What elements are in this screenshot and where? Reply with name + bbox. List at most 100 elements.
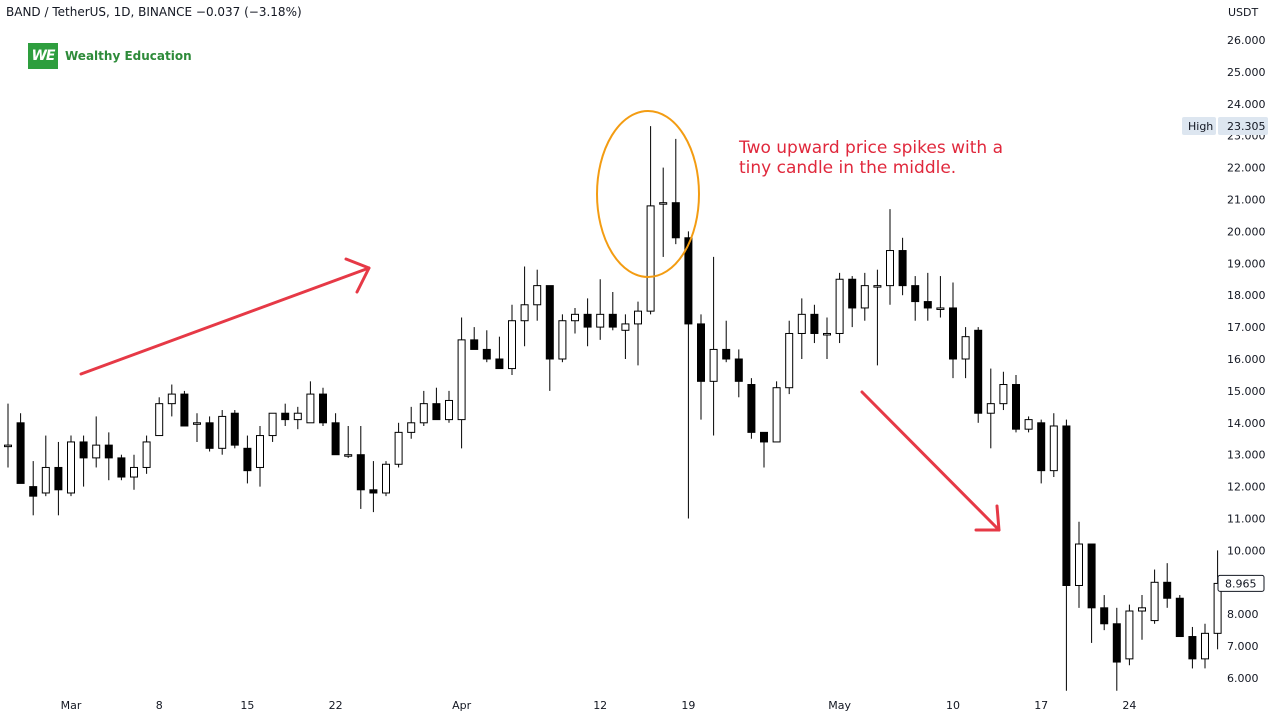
candle <box>1012 374 1020 433</box>
bear-candle-body <box>432 403 441 421</box>
candle <box>558 314 567 363</box>
candle <box>860 272 869 321</box>
bear-candle-body <box>54 466 63 491</box>
bear-candle-body <box>230 412 239 446</box>
candle <box>155 397 164 437</box>
candle <box>520 266 529 347</box>
x-tick-label: 22 <box>329 699 343 712</box>
candle <box>230 410 239 449</box>
y-tick-label: 26.000 <box>1227 34 1266 47</box>
candle <box>1175 595 1184 638</box>
candle <box>961 327 970 379</box>
bear-candle-body <box>1188 636 1197 660</box>
candle <box>886 209 894 305</box>
candle <box>571 307 579 334</box>
candle <box>445 390 453 423</box>
bear-candle-body <box>205 422 214 449</box>
bear-candle-body <box>1012 384 1020 430</box>
bull-candle-body <box>256 435 264 468</box>
x-tick-label: Apr <box>452 699 472 712</box>
high-value-tag <box>1218 116 1268 135</box>
candle <box>243 435 252 484</box>
candle <box>583 298 592 347</box>
bull-candle-body <box>218 415 227 449</box>
bull-candle-body <box>785 332 794 389</box>
y-tick-label: 12.000 <box>1227 481 1266 494</box>
bear-candle-body <box>1112 623 1121 663</box>
bear-candle-body <box>974 329 983 414</box>
high-marker-label: High <box>1188 120 1213 133</box>
bull-candle-body <box>835 278 844 334</box>
candle <box>608 292 617 331</box>
currency-label: USDT <box>1228 6 1259 19</box>
bull-candle-body <box>508 320 516 370</box>
symbol-label: BAND / TetherUS, 1D, BINANCE <box>6 5 193 19</box>
bear-candle-body <box>923 301 932 309</box>
candle <box>331 413 340 456</box>
candle <box>470 327 479 350</box>
candle <box>545 285 554 391</box>
candle <box>344 425 353 458</box>
bull-candle-body <box>1150 581 1159 622</box>
candle <box>671 138 680 245</box>
candle <box>1037 419 1046 484</box>
chart-header: BAND / TetherUS, 1D, BINANCE −0.037 (−3.… <box>6 5 302 19</box>
candle <box>810 304 819 344</box>
bull-candle-body <box>558 320 567 360</box>
candle <box>646 126 655 315</box>
candle <box>193 413 201 442</box>
candle <box>923 272 932 321</box>
bear-candle-body <box>1087 543 1096 609</box>
bull-candle-body <box>382 463 390 494</box>
candle <box>1024 416 1033 433</box>
candle <box>621 314 630 359</box>
candle <box>495 336 504 370</box>
bull-candle-body <box>407 422 416 433</box>
y-tick-label: 21.000 <box>1227 194 1266 207</box>
last-price-tag <box>1217 574 1265 592</box>
y-tick-label: 8.000 <box>1227 608 1259 621</box>
bull-candle-body <box>1125 610 1134 660</box>
bear-candle-body <box>747 384 756 433</box>
candle <box>16 413 25 484</box>
candle <box>29 461 38 516</box>
bear-candle-body <box>911 285 920 303</box>
candle <box>911 276 920 321</box>
candle <box>117 454 126 481</box>
bull-candle-body <box>394 431 403 465</box>
bull-candle-body <box>1024 419 1033 430</box>
bear-candle-body <box>470 339 479 350</box>
bull-candle-body <box>155 403 164 437</box>
price-axis: USDT26.00025.00024.00023.00022.00021.000… <box>1182 6 1268 685</box>
y-tick-label: 13.000 <box>1227 449 1266 462</box>
annotation-text: Two upward price spikes with a tiny cand… <box>739 138 1003 178</box>
candle <box>697 314 705 420</box>
bull-candle-body <box>823 332 831 336</box>
x-tick-label: Mar <box>61 699 82 712</box>
bear-candle-body <box>495 358 504 370</box>
candle <box>218 410 227 455</box>
x-tick-label: 19 <box>681 699 695 712</box>
bull-candle-body <box>646 205 655 312</box>
candle <box>54 441 63 516</box>
x-tick-label: 15 <box>240 699 254 712</box>
y-tick-label: 10.000 <box>1227 544 1266 557</box>
bear-candle-body <box>117 457 126 478</box>
bear-candle-body <box>1037 422 1046 472</box>
candle <box>457 317 466 449</box>
candle <box>419 390 428 426</box>
candle <box>41 435 50 497</box>
candle <box>1188 626 1197 669</box>
bull-candle-body <box>1049 425 1058 472</box>
bear-candle-body <box>898 250 907 287</box>
candle <box>382 461 390 497</box>
bull-candle-body <box>445 399 453 421</box>
candle <box>508 304 516 375</box>
bull-candle-body <box>936 307 945 310</box>
candle <box>407 406 416 439</box>
change-label: −0.037 (−3.18%) <box>195 5 302 19</box>
bear-candle-body <box>684 237 693 325</box>
candle <box>848 276 857 328</box>
y-tick-label: 16.000 <box>1227 353 1266 366</box>
candle <box>835 272 844 344</box>
